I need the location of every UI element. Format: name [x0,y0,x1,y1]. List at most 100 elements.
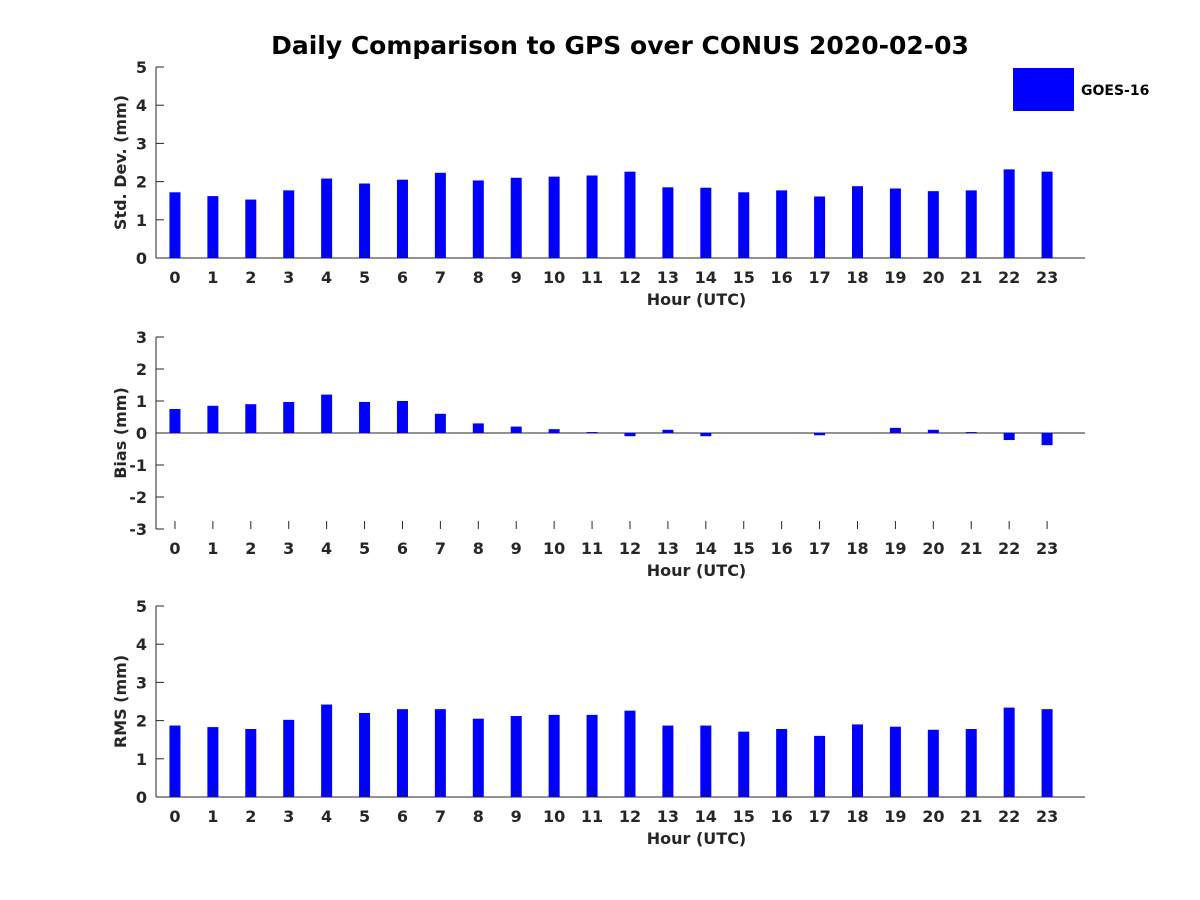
bar [814,196,826,258]
bar [889,726,901,797]
y-tick-label: 3 [136,673,147,692]
bar [245,404,257,433]
x-tick-label: 20 [922,268,944,287]
x-tick-label: 3 [283,807,294,826]
bar [434,172,446,258]
x-tick-label: 1 [207,807,218,826]
x-tick-label: 23 [1036,539,1058,558]
y-tick-label: 0 [136,788,147,807]
y-axis-label: Bias (mm) [111,387,130,479]
x-tick-label: 17 [808,268,830,287]
bar [548,714,560,797]
x-axis-label: Hour (UTC) [647,561,747,580]
x-tick-label: 12 [619,807,641,826]
bar [283,401,295,433]
y-tick-label: 2 [136,173,147,192]
bar [662,429,674,433]
bar [548,176,560,258]
bar [700,725,712,797]
bar [207,405,219,433]
x-tick-label: 2 [245,268,256,287]
bar [965,432,977,434]
legend: GOES-16 [1013,68,1149,111]
y-tick-label: -2 [129,488,147,507]
x-tick-label: 3 [283,539,294,558]
x-tick-label: 10 [543,807,565,826]
x-tick-label: 23 [1036,268,1058,287]
x-tick-label: 7 [435,539,446,558]
x-tick-label: 5 [359,539,370,558]
bar [927,729,939,797]
bar [586,714,598,797]
x-tick-label: 5 [359,268,370,287]
bar [359,183,371,258]
y-axis-label: RMS (mm) [111,655,130,748]
x-tick-label: 1 [207,268,218,287]
x-tick-label: 14 [695,539,717,558]
x-tick-label: 0 [169,807,180,826]
x-tick-label: 18 [846,807,868,826]
legend-label: GOES-16 [1081,83,1149,99]
bar [396,179,408,258]
x-tick-label: 22 [998,539,1020,558]
bar [1003,169,1015,258]
x-tick-label: 4 [321,807,332,826]
bar [776,190,788,258]
bar [1003,707,1015,797]
bar [889,427,901,433]
bar [1041,433,1053,446]
bar [814,433,826,436]
bar [396,401,408,433]
x-tick-label: 23 [1036,807,1058,826]
bar [169,192,181,258]
x-tick-label: 7 [435,268,446,287]
bar [927,191,939,258]
x-tick-label: 9 [511,539,522,558]
bar [510,716,522,797]
y-tick-label: 0 [136,249,147,268]
bar [776,729,788,797]
x-tick-label: 16 [771,268,793,287]
y-tick-label: 1 [136,392,147,411]
x-tick-label: 20 [922,539,944,558]
x-tick-label: 6 [397,807,408,826]
y-tick-label: 0 [136,424,147,443]
x-axis-label: Hour (UTC) [647,829,747,848]
bar [359,712,371,797]
x-tick-label: 10 [543,539,565,558]
x-tick-label: 19 [884,539,906,558]
y-tick-label: 5 [136,58,147,77]
bar [510,426,522,433]
x-tick-label: 11 [581,268,603,287]
figure-title: Daily Comparison to GPS over CONUS 2020-… [271,31,969,60]
x-tick-label: 2 [245,539,256,558]
y-tick-label: 5 [136,597,147,616]
y-tick-label: -1 [129,456,147,475]
x-tick-label: 8 [473,807,484,826]
x-tick-label: 17 [808,807,830,826]
y-tick-label: 4 [136,635,147,654]
bar [548,429,560,433]
bar [851,186,863,258]
bar [472,180,484,258]
bar [738,192,750,258]
x-tick-label: 4 [321,268,332,287]
x-tick-label: 10 [543,268,565,287]
x-tick-label: 15 [733,539,755,558]
x-tick-label: 4 [321,539,332,558]
x-tick-label: 15 [733,807,755,826]
y-tick-label: 3 [136,328,147,347]
x-tick-label: 22 [998,268,1020,287]
bar [472,423,484,433]
bar [851,724,863,797]
y-tick-label: 2 [136,712,147,731]
bar [245,729,257,797]
x-tick-label: 13 [657,807,679,826]
y-tick-label: -3 [129,520,147,539]
y-tick-label: 4 [136,96,147,115]
bar [169,725,181,797]
bar [283,719,295,797]
